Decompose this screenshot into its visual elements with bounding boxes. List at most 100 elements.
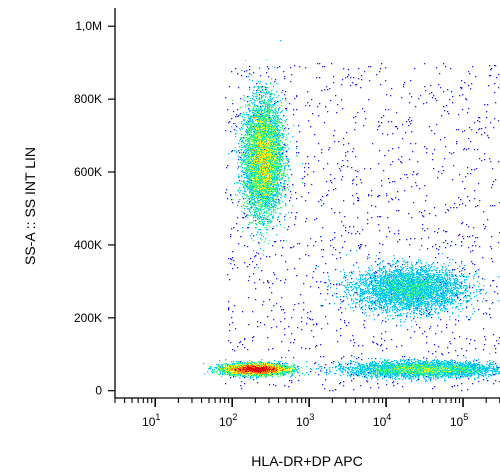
event-dot (246, 174, 248, 176)
event-dot (249, 209, 251, 211)
event-dot (262, 140, 264, 142)
event-dot (260, 223, 262, 225)
event-dot (261, 98, 263, 100)
event-dot (257, 169, 259, 171)
event-dot (458, 197, 460, 199)
event-dot (284, 189, 286, 191)
event-dot (426, 152, 428, 154)
event-dot (428, 274, 430, 276)
event-dot (272, 146, 274, 148)
event-dot (276, 193, 278, 195)
event-dot (267, 145, 269, 147)
event-dot (245, 152, 247, 154)
event-dot (284, 181, 286, 183)
event-dot (244, 245, 246, 247)
event-dot (253, 167, 255, 169)
event-dot (276, 117, 278, 119)
event-dot (465, 98, 467, 100)
event-dot (402, 273, 404, 275)
event-dot (253, 217, 255, 219)
event-dot (260, 194, 262, 196)
event-dot (263, 174, 265, 176)
event-dot (234, 150, 236, 152)
event-dot (275, 104, 277, 106)
event-dot (255, 159, 257, 161)
event-dot (355, 283, 357, 285)
event-dot (257, 179, 259, 181)
event-dot (243, 119, 245, 121)
event-dot (243, 212, 245, 214)
event-dot (268, 181, 270, 183)
event-dot (288, 148, 290, 150)
event-dot (247, 195, 249, 197)
event-dot (418, 278, 420, 280)
event-dot (262, 188, 264, 190)
event-dot (273, 149, 275, 151)
event-dot (269, 221, 271, 223)
event-dot (252, 162, 254, 164)
event-dot (258, 125, 260, 127)
event-dot (252, 222, 254, 224)
event-dot (266, 182, 268, 184)
event-dot (259, 221, 261, 223)
event-dot (270, 191, 272, 193)
event-dot (363, 125, 365, 127)
event-dot (269, 156, 271, 158)
event-dot (259, 201, 261, 203)
event-dot (279, 160, 281, 162)
event-dot (261, 123, 263, 125)
event-dot (274, 170, 276, 172)
event-dot (357, 171, 359, 173)
event-dot (269, 163, 271, 165)
event-dot (250, 163, 252, 165)
event-dot (293, 185, 295, 187)
event-dot (250, 131, 252, 133)
event-dot (370, 278, 372, 280)
event-dot (242, 114, 244, 116)
event-dot (250, 150, 252, 152)
event-dot (244, 119, 246, 121)
event-dot (447, 282, 449, 284)
event-dot (426, 280, 428, 282)
event-dot (265, 185, 267, 187)
event-dot (241, 121, 243, 123)
event-dot (269, 127, 271, 129)
event-dot (247, 162, 249, 164)
event-dot (259, 115, 261, 117)
event-dot (398, 261, 400, 263)
event-dot (284, 227, 286, 229)
event-dot (279, 169, 281, 171)
event-dot (268, 171, 270, 173)
event-dot (232, 257, 234, 259)
event-dot (273, 143, 275, 145)
event-dot (273, 180, 275, 182)
event-dot (257, 167, 259, 169)
event-dot (275, 110, 277, 112)
event-dot (253, 109, 255, 111)
event-dot (252, 120, 254, 122)
event-dot (259, 122, 261, 124)
event-dot (389, 273, 391, 275)
event-dot (420, 281, 422, 283)
event-dot (258, 98, 260, 100)
event-dot (273, 104, 275, 106)
event-dot (259, 113, 261, 115)
event-dot (409, 274, 411, 276)
event-dot (462, 181, 464, 183)
event-dot (260, 191, 262, 193)
event-dot (256, 127, 258, 129)
event-dot (266, 201, 268, 203)
event-dot (256, 149, 258, 151)
event-dot (262, 110, 264, 112)
event-dot (276, 177, 278, 179)
event-dot (268, 192, 270, 194)
event-dot (393, 270, 395, 272)
event-dot (247, 177, 249, 179)
event-dot (400, 281, 402, 283)
event-dot (282, 153, 284, 155)
event-dot (321, 240, 323, 242)
event-dot (268, 148, 270, 150)
event-dot (270, 165, 272, 167)
event-dot (272, 155, 274, 157)
event-dot (327, 272, 329, 274)
